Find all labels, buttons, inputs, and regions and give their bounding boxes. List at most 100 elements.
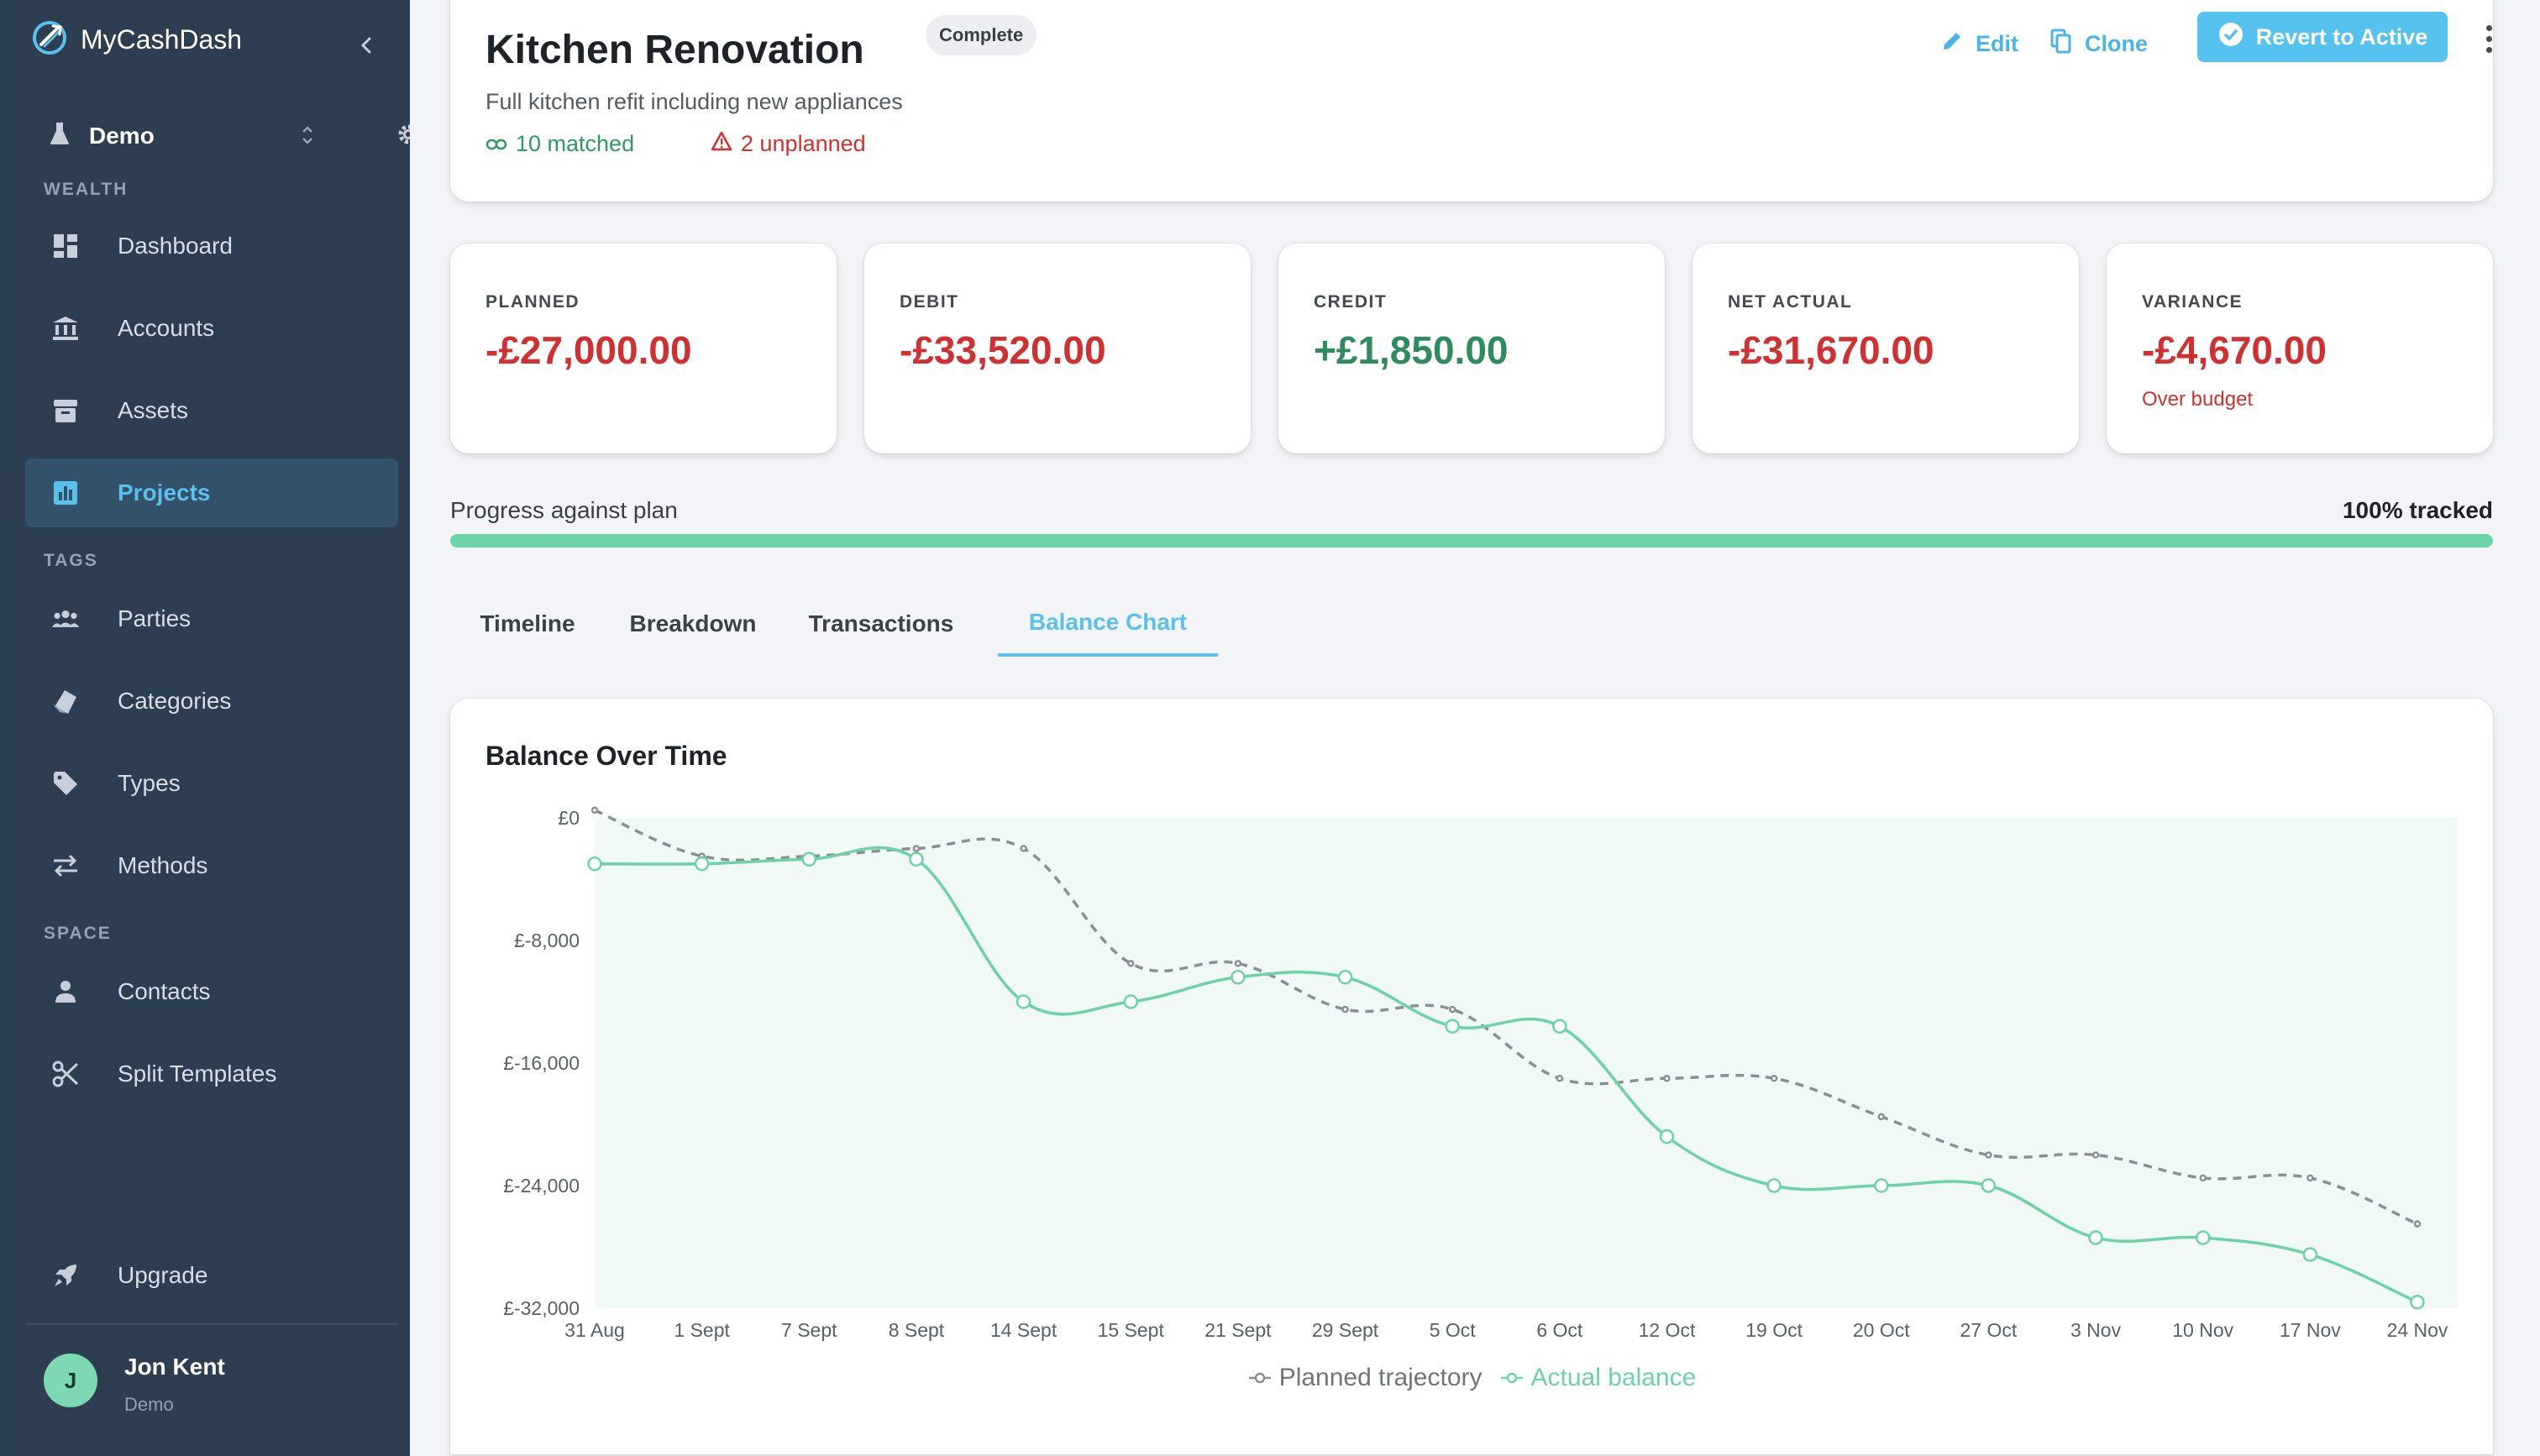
scissors-icon: [50, 1059, 81, 1089]
sidebar-item-label: Types: [118, 770, 181, 796]
page-title: Kitchen Renovation: [485, 28, 864, 72]
y-tick-label: £0: [558, 807, 580, 829]
tab-timeline[interactable]: Timeline: [480, 610, 575, 636]
stat-card-debit: DEBIT -£33,520.00: [864, 244, 1251, 453]
x-tick-label: 3 Nov: [2070, 1319, 2122, 1341]
x-tick-label: 27 Oct: [1960, 1319, 2018, 1341]
sidebar-item-types[interactable]: Types: [25, 749, 398, 818]
clone-button[interactable]: Clone: [2049, 20, 2148, 67]
category-icon: [50, 686, 81, 716]
chart-title: Balance Over Time: [485, 741, 727, 771]
x-tick-label: 8 Sept: [889, 1319, 945, 1341]
planned-trajectory-line: [594, 809, 2418, 1226]
y-tick-label: £-8,000: [514, 930, 580, 951]
x-tick-label: 14 Sept: [990, 1319, 1057, 1341]
actual-point: [1445, 1019, 1460, 1034]
unplanned-label: 2 unplanned: [741, 131, 866, 156]
warning-icon: [711, 131, 732, 157]
actual-point: [1015, 994, 1031, 1009]
sidebar-item-label: Upgrade: [118, 1262, 208, 1288]
sidebar-item-accounts[interactable]: Accounts: [25, 294, 398, 363]
check-circle-icon: [2217, 21, 2244, 54]
sidebar-item-label: Projects: [118, 479, 211, 505]
project-header-card: Kitchen Renovation Complete Full kitchen…: [450, 0, 2493, 202]
x-tick-label: 21 Sept: [1204, 1319, 1272, 1341]
planned-point: [1985, 1151, 1992, 1159]
x-tick-label: 17 Nov: [2280, 1319, 2341, 1341]
x-tick-label: 31 Aug: [564, 1319, 625, 1341]
matched-count[interactable]: 10 matched: [485, 131, 634, 157]
sidebar-item-label: Parties: [118, 605, 192, 631]
actual-point: [2088, 1230, 2103, 1245]
unfold-icon: [301, 123, 314, 152]
x-tick-label: 29 Sept: [1312, 1319, 1379, 1341]
link-icon: [485, 131, 507, 157]
planned-point: [1448, 1005, 1456, 1013]
legend-label: Actual balance: [1530, 1364, 1697, 1391]
rocket-icon: [50, 1260, 81, 1291]
legend-item-actual[interactable]: Actual balance: [1499, 1364, 1697, 1392]
sidebar-item-categories[interactable]: Categories: [25, 667, 398, 736]
sidebar-item-split-templates[interactable]: Split Templates: [25, 1040, 398, 1108]
x-tick-label: 24 Nov: [2387, 1319, 2448, 1341]
progress-percent: 100% tracked: [2342, 497, 2493, 523]
chevron-left-icon: [360, 37, 371, 54]
revert-to-active-button[interactable]: Revert to Active: [2197, 12, 2448, 62]
more-options-icon[interactable]: [2476, 20, 2501, 57]
stat-label: NET ACTUAL: [1728, 292, 1853, 312]
sidebar-item-upgrade[interactable]: Upgrade: [25, 1241, 398, 1310]
x-tick-label: 10 Nov: [2172, 1319, 2233, 1341]
legend-actual-marker: [1500, 1372, 1523, 1384]
section-label-wealth: WEALTH: [44, 180, 129, 199]
edit-label: Edit: [1976, 30, 2018, 56]
sidebar-item-projects[interactable]: Projects: [25, 458, 398, 527]
unplanned-count[interactable]: 2 unplanned: [711, 131, 866, 157]
x-tick-label: 6 Oct: [1536, 1319, 1583, 1341]
sidebar-item-parties[interactable]: Parties: [25, 584, 398, 653]
stat-value: -£33,520.00: [900, 328, 1106, 372]
project-description: Full kitchen refit including new applian…: [485, 89, 903, 114]
stat-value: -£31,670.00: [1728, 328, 1934, 372]
workspace-selector[interactable]: Demo: [49, 118, 418, 155]
actual-point: [1231, 970, 1246, 985]
tag-icon: [50, 768, 81, 799]
x-tick-label: 7 Sept: [781, 1319, 837, 1341]
tab-balance-chart[interactable]: Balance Chart: [998, 591, 1218, 657]
revert-label: Revert to Active: [2255, 24, 2428, 50]
actual-point: [1337, 970, 1353, 985]
legend-planned-marker: [1248, 1372, 1271, 1384]
person-icon: [50, 977, 81, 1007]
actual-point: [1123, 994, 1138, 1009]
sidebar-item-assets[interactable]: Assets: [25, 376, 398, 445]
tab-breakdown[interactable]: Breakdown: [629, 610, 757, 636]
user-name: Jon Kent: [124, 1354, 225, 1380]
avatar: J: [44, 1354, 97, 1407]
edit-button[interactable]: Edit: [1940, 20, 2018, 67]
sidebar: MyCashDash Demo WEALTH Dashboard Account…: [7, 0, 418, 1456]
stat-label: DEBIT: [900, 292, 959, 312]
stat-label: PLANNED: [485, 292, 580, 312]
stat-label: CREDIT: [1314, 292, 1388, 312]
tab-transactions[interactable]: Transactions: [808, 610, 954, 636]
sidebar-item-methods[interactable]: Methods: [25, 831, 398, 900]
legend-item-planned[interactable]: Planned trajectory: [1247, 1364, 1483, 1392]
actual-point: [1659, 1129, 1675, 1144]
plot-area: [595, 818, 2458, 1308]
actual-point: [1552, 1019, 1567, 1034]
brand[interactable]: MyCashDash: [30, 18, 242, 61]
sidebar-divider: [25, 1323, 398, 1325]
flask-icon: [49, 122, 71, 151]
collapse-sidebar-button[interactable]: [353, 32, 380, 59]
planned-point: [1234, 960, 1242, 967]
stat-card-credit: CREDIT +£1,850.00: [1278, 244, 1665, 453]
x-tick-label: 19 Oct: [1745, 1319, 1803, 1341]
planned-point: [2413, 1220, 2422, 1228]
user-profile[interactable]: J Jon Kent Demo: [44, 1354, 225, 1415]
sidebar-item-dashboard[interactable]: Dashboard: [25, 212, 398, 280]
sidebar-item-contacts[interactable]: Contacts: [25, 957, 398, 1026]
app-name: MyCashDash: [81, 24, 243, 55]
sidebar-item-label: Assets: [118, 397, 189, 423]
dashboard-icon: [50, 231, 81, 261]
copy-icon: [2049, 28, 2073, 60]
